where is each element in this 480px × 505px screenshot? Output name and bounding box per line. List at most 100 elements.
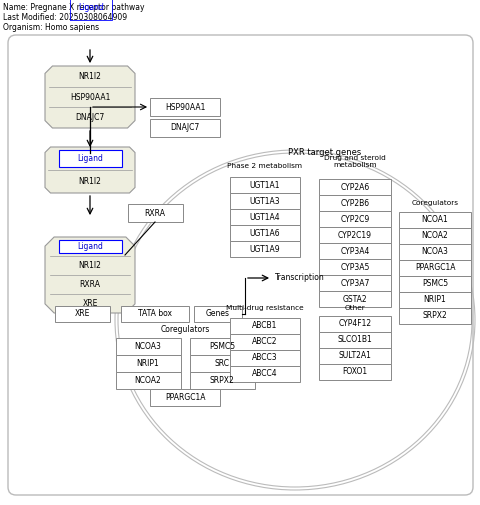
FancyBboxPatch shape [59, 150, 121, 167]
FancyBboxPatch shape [319, 195, 391, 211]
Text: Name: Pregnane X receptor pathway: Name: Pregnane X receptor pathway [3, 3, 144, 12]
FancyBboxPatch shape [128, 204, 182, 222]
Text: UGT1A3: UGT1A3 [250, 196, 280, 206]
FancyBboxPatch shape [399, 244, 471, 260]
FancyBboxPatch shape [230, 366, 300, 382]
Text: NCOA2: NCOA2 [134, 376, 161, 385]
Text: Organism: Homo sapiens: Organism: Homo sapiens [3, 23, 99, 32]
Text: Last Modified: 20250308064909: Last Modified: 20250308064909 [3, 13, 127, 22]
Text: Coregulators: Coregulators [411, 200, 458, 206]
FancyBboxPatch shape [230, 209, 300, 225]
Polygon shape [45, 147, 135, 193]
FancyBboxPatch shape [399, 212, 471, 228]
FancyBboxPatch shape [319, 332, 391, 348]
Text: GSTA2: GSTA2 [343, 294, 367, 304]
Text: Ligand: Ligand [77, 154, 103, 163]
FancyBboxPatch shape [230, 193, 300, 209]
FancyBboxPatch shape [121, 306, 189, 322]
FancyBboxPatch shape [230, 334, 300, 350]
FancyBboxPatch shape [319, 316, 391, 332]
Text: SRPX2: SRPX2 [422, 312, 447, 321]
Text: CYP2C19: CYP2C19 [338, 230, 372, 239]
Text: SRPX2: SRPX2 [210, 376, 234, 385]
Text: NRIP1: NRIP1 [137, 359, 159, 368]
Text: UGT1A9: UGT1A9 [250, 244, 280, 254]
Polygon shape [45, 66, 135, 128]
Text: ABCB1: ABCB1 [252, 322, 278, 330]
FancyBboxPatch shape [116, 372, 180, 389]
Text: Other: Other [345, 305, 365, 311]
Text: NR1I2: NR1I2 [79, 261, 101, 270]
Text: Ligand: Ligand [77, 242, 103, 251]
FancyBboxPatch shape [399, 292, 471, 308]
FancyBboxPatch shape [116, 338, 180, 355]
FancyBboxPatch shape [319, 259, 391, 275]
Text: Phase 2 metabolism: Phase 2 metabolism [228, 163, 302, 169]
Text: SLCO1B1: SLCO1B1 [337, 335, 372, 344]
FancyBboxPatch shape [399, 260, 471, 276]
FancyBboxPatch shape [230, 177, 300, 193]
Text: UGT1A1: UGT1A1 [250, 180, 280, 189]
Text: DNAJC7: DNAJC7 [75, 113, 105, 122]
Text: HSP90AA1: HSP90AA1 [70, 92, 110, 102]
Polygon shape [45, 237, 135, 313]
Text: CYP2B6: CYP2B6 [340, 198, 370, 208]
Text: SRC: SRC [215, 359, 229, 368]
FancyBboxPatch shape [319, 291, 391, 307]
FancyBboxPatch shape [194, 306, 242, 322]
FancyBboxPatch shape [230, 350, 300, 366]
Text: NCOA1: NCOA1 [421, 216, 448, 225]
FancyBboxPatch shape [319, 275, 391, 291]
FancyBboxPatch shape [150, 98, 220, 116]
Text: CYP3A7: CYP3A7 [340, 278, 370, 287]
FancyBboxPatch shape [319, 179, 391, 195]
Text: SULT2A1: SULT2A1 [338, 351, 372, 361]
FancyBboxPatch shape [150, 389, 220, 406]
Text: FOXO1: FOXO1 [342, 368, 368, 377]
Text: Genes: Genes [206, 310, 230, 319]
Text: CYP3A4: CYP3A4 [340, 246, 370, 256]
Text: PSMC5: PSMC5 [422, 279, 448, 288]
FancyBboxPatch shape [319, 211, 391, 227]
Text: PSMC5: PSMC5 [209, 342, 235, 351]
Text: ABCC2: ABCC2 [252, 337, 278, 346]
Text: UGT1A6: UGT1A6 [250, 228, 280, 237]
FancyBboxPatch shape [230, 225, 300, 241]
Text: PXR target genes: PXR target genes [288, 148, 361, 157]
FancyBboxPatch shape [319, 364, 391, 380]
Text: NCOA3: NCOA3 [421, 247, 448, 257]
FancyBboxPatch shape [399, 228, 471, 244]
Text: RXRA: RXRA [144, 209, 166, 218]
FancyBboxPatch shape [319, 348, 391, 364]
Text: NCOA3: NCOA3 [134, 342, 161, 351]
Text: DNAJC7: DNAJC7 [170, 124, 200, 132]
Text: HSP90AA1: HSP90AA1 [165, 103, 205, 112]
Text: CYP4F12: CYP4F12 [338, 320, 372, 328]
FancyBboxPatch shape [399, 276, 471, 292]
Text: Drug and steroid
metabolism: Drug and steroid metabolism [324, 155, 386, 168]
Text: NR1I2: NR1I2 [79, 72, 101, 81]
FancyBboxPatch shape [230, 318, 300, 334]
FancyBboxPatch shape [59, 240, 121, 254]
FancyBboxPatch shape [150, 119, 220, 137]
Text: PPARGC1A: PPARGC1A [415, 264, 455, 273]
FancyBboxPatch shape [116, 355, 180, 372]
FancyBboxPatch shape [319, 243, 391, 259]
FancyBboxPatch shape [8, 35, 473, 495]
FancyBboxPatch shape [190, 338, 254, 355]
Text: CYP2A6: CYP2A6 [340, 182, 370, 191]
Text: NRIP1: NRIP1 [424, 295, 446, 305]
Text: XRE: XRE [74, 310, 90, 319]
Text: PPARGC1A: PPARGC1A [165, 393, 205, 402]
FancyBboxPatch shape [190, 355, 254, 372]
Text: Multi-drug resistance: Multi-drug resistance [226, 305, 304, 311]
Text: NR1I2: NR1I2 [79, 177, 101, 186]
Text: RXRA: RXRA [80, 280, 100, 289]
Text: CYP2C9: CYP2C9 [340, 215, 370, 224]
FancyBboxPatch shape [399, 308, 471, 324]
Text: ABCC3: ABCC3 [252, 354, 278, 363]
FancyBboxPatch shape [319, 227, 391, 243]
Text: NCOA2: NCOA2 [421, 231, 448, 240]
Text: XRE: XRE [82, 299, 98, 308]
Text: CYP3A5: CYP3A5 [340, 263, 370, 272]
